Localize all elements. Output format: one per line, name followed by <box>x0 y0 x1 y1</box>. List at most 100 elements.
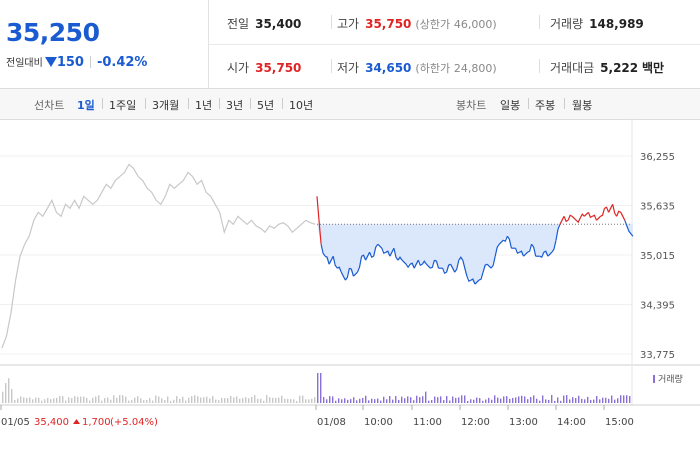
tab-period-3y[interactable]: 3년 <box>226 99 244 112</box>
volume-bar <box>74 396 76 403</box>
change-label: 전일대비 <box>6 58 43 69</box>
volume-bar <box>167 396 169 403</box>
price-line-segment <box>514 247 520 255</box>
volume-bar <box>371 398 373 403</box>
volume-bar <box>62 396 64 403</box>
volume-bar <box>92 397 94 403</box>
volume-bar <box>332 396 334 403</box>
quote-details: 전일 35,400 고가 35,750 (상한가 46,000) 거래량 148,989… <box>209 0 700 88</box>
volume-bar <box>176 396 178 403</box>
price-line-segment <box>349 267 354 277</box>
volume-bar <box>398 399 400 403</box>
volume-bar <box>575 398 577 403</box>
volume-bar <box>527 399 529 403</box>
volume-bar <box>149 398 151 403</box>
current-price: 35,250 <box>6 18 100 47</box>
volume-bar <box>281 395 283 403</box>
volume-bar <box>581 398 583 403</box>
volume-bar <box>404 398 406 403</box>
volume-bar <box>620 395 622 403</box>
price-line-segment <box>421 260 427 265</box>
volume-bar <box>215 399 217 403</box>
volume-bar <box>269 397 271 403</box>
volume-bar <box>89 400 91 403</box>
volume-bar <box>272 397 274 403</box>
line-chart-label: 선차트 <box>34 99 65 112</box>
tab-period-10y[interactable]: 10년 <box>289 99 314 112</box>
volume-bar <box>35 397 37 403</box>
volume-bar <box>395 396 397 403</box>
volume-bar <box>548 399 550 403</box>
price-line-segment <box>490 256 496 269</box>
volume-bar <box>584 399 586 403</box>
volume-bar <box>539 400 541 403</box>
tab-period-1d[interactable]: 1일 <box>77 99 95 112</box>
change-percent: -0.42% <box>96 55 148 70</box>
volume-bar <box>209 398 211 403</box>
volume-bar <box>506 396 508 403</box>
volume-bar <box>374 399 376 403</box>
tab-period-3m[interactable]: 3개월 <box>152 99 180 112</box>
volume-bar <box>602 397 604 403</box>
volume-bar <box>212 396 214 403</box>
volume-bar <box>131 399 133 403</box>
y-tick-label: 34,395 <box>640 301 675 312</box>
tab-period-5y[interactable]: 5년 <box>257 99 275 112</box>
volume-bar <box>179 398 181 403</box>
price-line-segment <box>596 215 601 221</box>
price-line-segment <box>369 251 374 259</box>
price-line-segment <box>551 240 557 253</box>
volume-bar <box>458 397 460 403</box>
turnover: 거래대금 5,222 백만 <box>550 61 665 75</box>
volume-bar <box>23 397 25 403</box>
volume-bar <box>566 395 568 403</box>
tab-candle-day[interactable]: 일봉 <box>500 99 521 112</box>
volume-bar <box>128 400 130 403</box>
price-chart-svg: 36,255 35,635 35,015 34,395 33,775 01/05 01/0… <box>0 119 700 428</box>
volume-bar <box>509 398 511 403</box>
volume-bar <box>110 399 112 403</box>
price-chart: 36,255 35,635 35,015 34,395 33,775 01/05 01/0… <box>0 119 700 450</box>
price-line-segment <box>592 214 598 221</box>
volume-bar <box>5 383 7 403</box>
price-line-segment <box>503 235 508 243</box>
volume-bar <box>26 397 28 403</box>
volume-bar <box>143 400 145 403</box>
volume-bar <box>158 396 160 403</box>
volume-bar <box>533 395 535 403</box>
price-line-segment <box>328 255 334 265</box>
tab-period-1w[interactable]: 1주일 <box>109 99 137 112</box>
volume-bar <box>347 399 349 403</box>
volume-bar <box>380 400 382 403</box>
volume-bar <box>455 397 457 403</box>
tab-candle-month[interactable]: 월봉 <box>572 99 593 112</box>
volume-bar <box>482 400 484 403</box>
volume-bar <box>119 395 121 403</box>
price-line-segment <box>571 215 577 221</box>
x-tick-label: 13:00 <box>509 417 538 428</box>
price-line-segment <box>612 204 618 217</box>
x-tick-label: 12:00 <box>461 417 490 428</box>
volume-bar <box>431 400 433 403</box>
volume-bar <box>335 400 337 403</box>
tab-candle-week[interactable]: 주봉 <box>535 99 556 112</box>
volume-bar <box>443 400 445 403</box>
volume-bar <box>320 373 322 403</box>
volume: 거래량 148,989 <box>550 17 644 31</box>
volume-bar <box>305 399 307 403</box>
volume-bar <box>137 396 139 403</box>
price-line-segment <box>425 263 431 269</box>
price-line-segment <box>430 260 435 269</box>
price-line-segment <box>446 263 451 273</box>
price-line-segment <box>401 259 407 265</box>
volume-bar <box>521 395 523 403</box>
volume-bar <box>542 395 544 403</box>
volume-bar <box>284 398 286 403</box>
volume-bar <box>206 396 208 403</box>
price-line-segment <box>356 256 363 273</box>
price-line-segment <box>458 256 464 261</box>
volume-bar <box>80 396 82 403</box>
volume-bar <box>65 400 67 403</box>
tab-period-1y[interactable]: 1년 <box>195 99 213 112</box>
volume-bar <box>296 400 298 403</box>
